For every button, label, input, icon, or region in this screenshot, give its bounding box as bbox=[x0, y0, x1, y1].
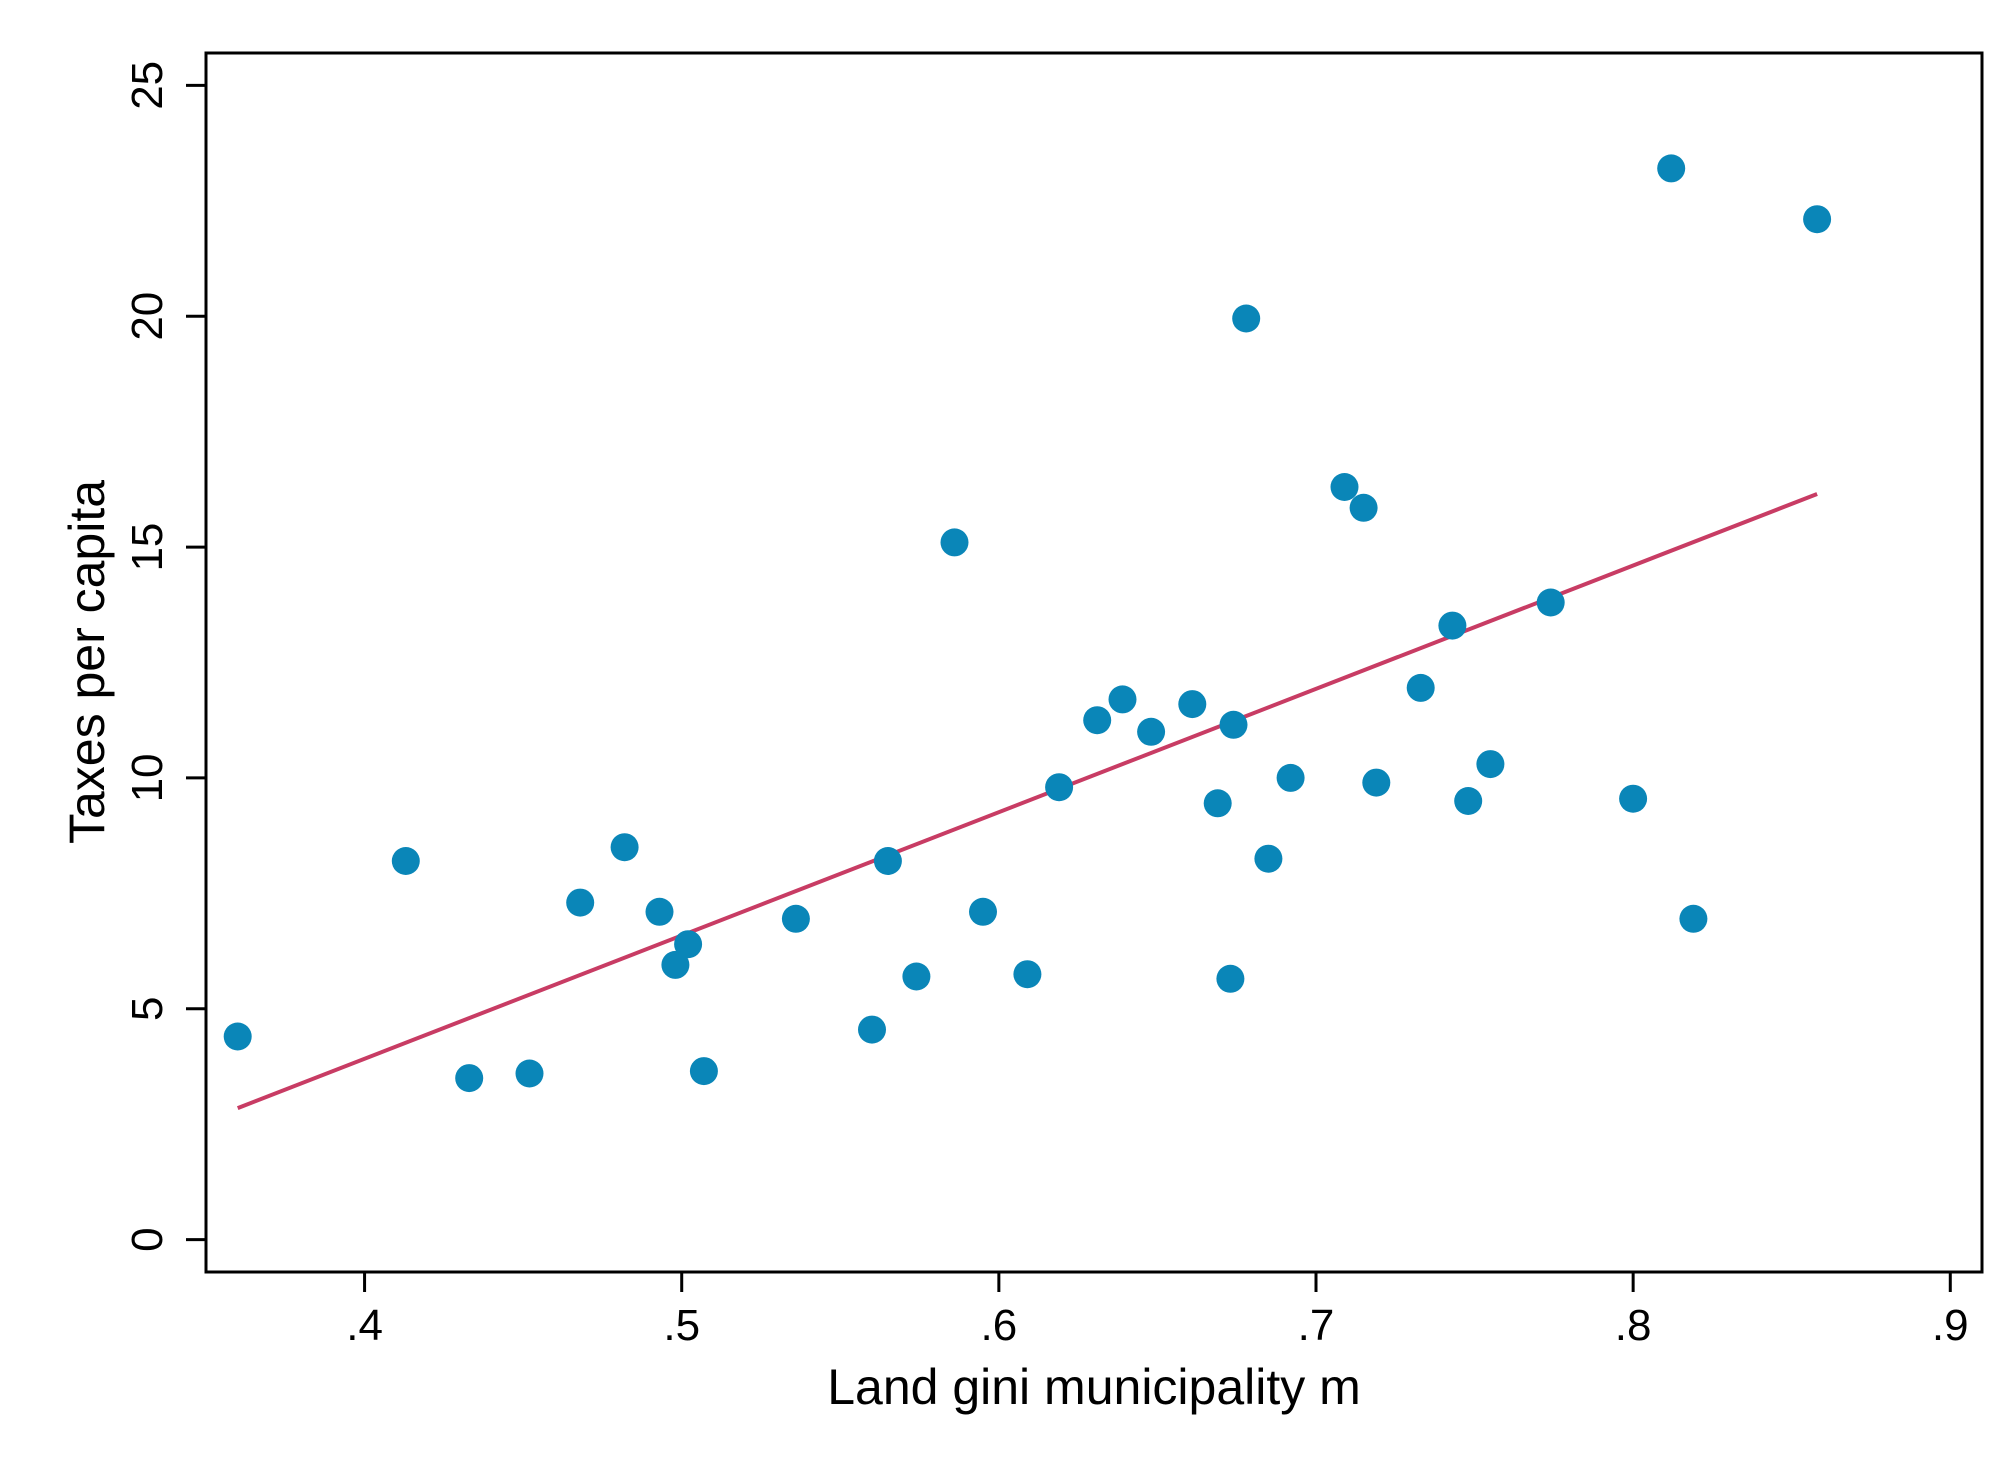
plot-area-frame bbox=[204, 51, 1984, 1274]
y-tick-label: 5 bbox=[123, 997, 172, 1021]
x-axis-title: Land gini municipality m bbox=[827, 1359, 1361, 1415]
data-point bbox=[1045, 773, 1074, 802]
y-tick-label: 25 bbox=[123, 61, 172, 110]
data-point bbox=[689, 1057, 718, 1086]
data-point bbox=[1219, 710, 1248, 739]
y-axis-title: Taxes per capita bbox=[59, 480, 115, 844]
data-point bbox=[1679, 904, 1708, 933]
y-axis: 0 5 10 15 20 25 bbox=[123, 61, 206, 1252]
data-point bbox=[969, 897, 997, 926]
data-point bbox=[1438, 611, 1467, 640]
data-point bbox=[1178, 690, 1207, 719]
x-tick-label: .8 bbox=[1615, 1301, 1652, 1350]
x-tick-label: .4 bbox=[346, 1301, 383, 1350]
data-point bbox=[661, 950, 690, 979]
data-point bbox=[391, 847, 420, 875]
data-point bbox=[858, 1015, 886, 1044]
x-tick-label: .6 bbox=[981, 1301, 1018, 1350]
data-point bbox=[781, 904, 810, 933]
x-axis: .4 .5 .6 .7 .8 .9 bbox=[346, 1272, 1969, 1350]
data-point bbox=[610, 833, 639, 862]
data-point bbox=[1108, 685, 1137, 714]
data-point bbox=[1536, 588, 1565, 617]
series-layer bbox=[223, 154, 1832, 1110]
data-point bbox=[1362, 768, 1391, 797]
data-point bbox=[515, 1059, 544, 1088]
data-point bbox=[1330, 473, 1359, 501]
data-point bbox=[940, 528, 969, 557]
data-point bbox=[1349, 493, 1378, 522]
data-point bbox=[455, 1064, 484, 1093]
data-point bbox=[1406, 673, 1435, 702]
data-point bbox=[1276, 763, 1305, 792]
data-point bbox=[1254, 844, 1283, 873]
y-tick-label: 0 bbox=[123, 1227, 172, 1251]
x-tick-label: .5 bbox=[663, 1301, 700, 1350]
data-point bbox=[1083, 706, 1112, 735]
x-tick-label: .9 bbox=[1932, 1301, 1969, 1350]
data-point bbox=[223, 1022, 252, 1051]
data-point bbox=[1454, 787, 1483, 815]
data-point bbox=[902, 962, 931, 991]
data-point bbox=[1619, 784, 1648, 813]
data-point bbox=[674, 930, 703, 959]
data-point bbox=[1803, 205, 1832, 234]
data-point bbox=[873, 847, 902, 875]
y-tick-label: 15 bbox=[123, 523, 172, 572]
x-tick-label: .7 bbox=[1298, 1301, 1335, 1350]
data-point bbox=[1216, 964, 1245, 993]
data-point bbox=[1232, 304, 1261, 333]
data-point bbox=[645, 897, 674, 926]
data-point bbox=[1013, 960, 1042, 989]
data-point bbox=[566, 888, 595, 917]
data-point bbox=[1137, 717, 1166, 746]
data-point bbox=[1476, 750, 1505, 779]
y-tick-label: 10 bbox=[123, 753, 172, 802]
data-point bbox=[1203, 789, 1232, 818]
y-tick-label: 20 bbox=[123, 292, 172, 341]
data-point bbox=[1657, 154, 1686, 183]
